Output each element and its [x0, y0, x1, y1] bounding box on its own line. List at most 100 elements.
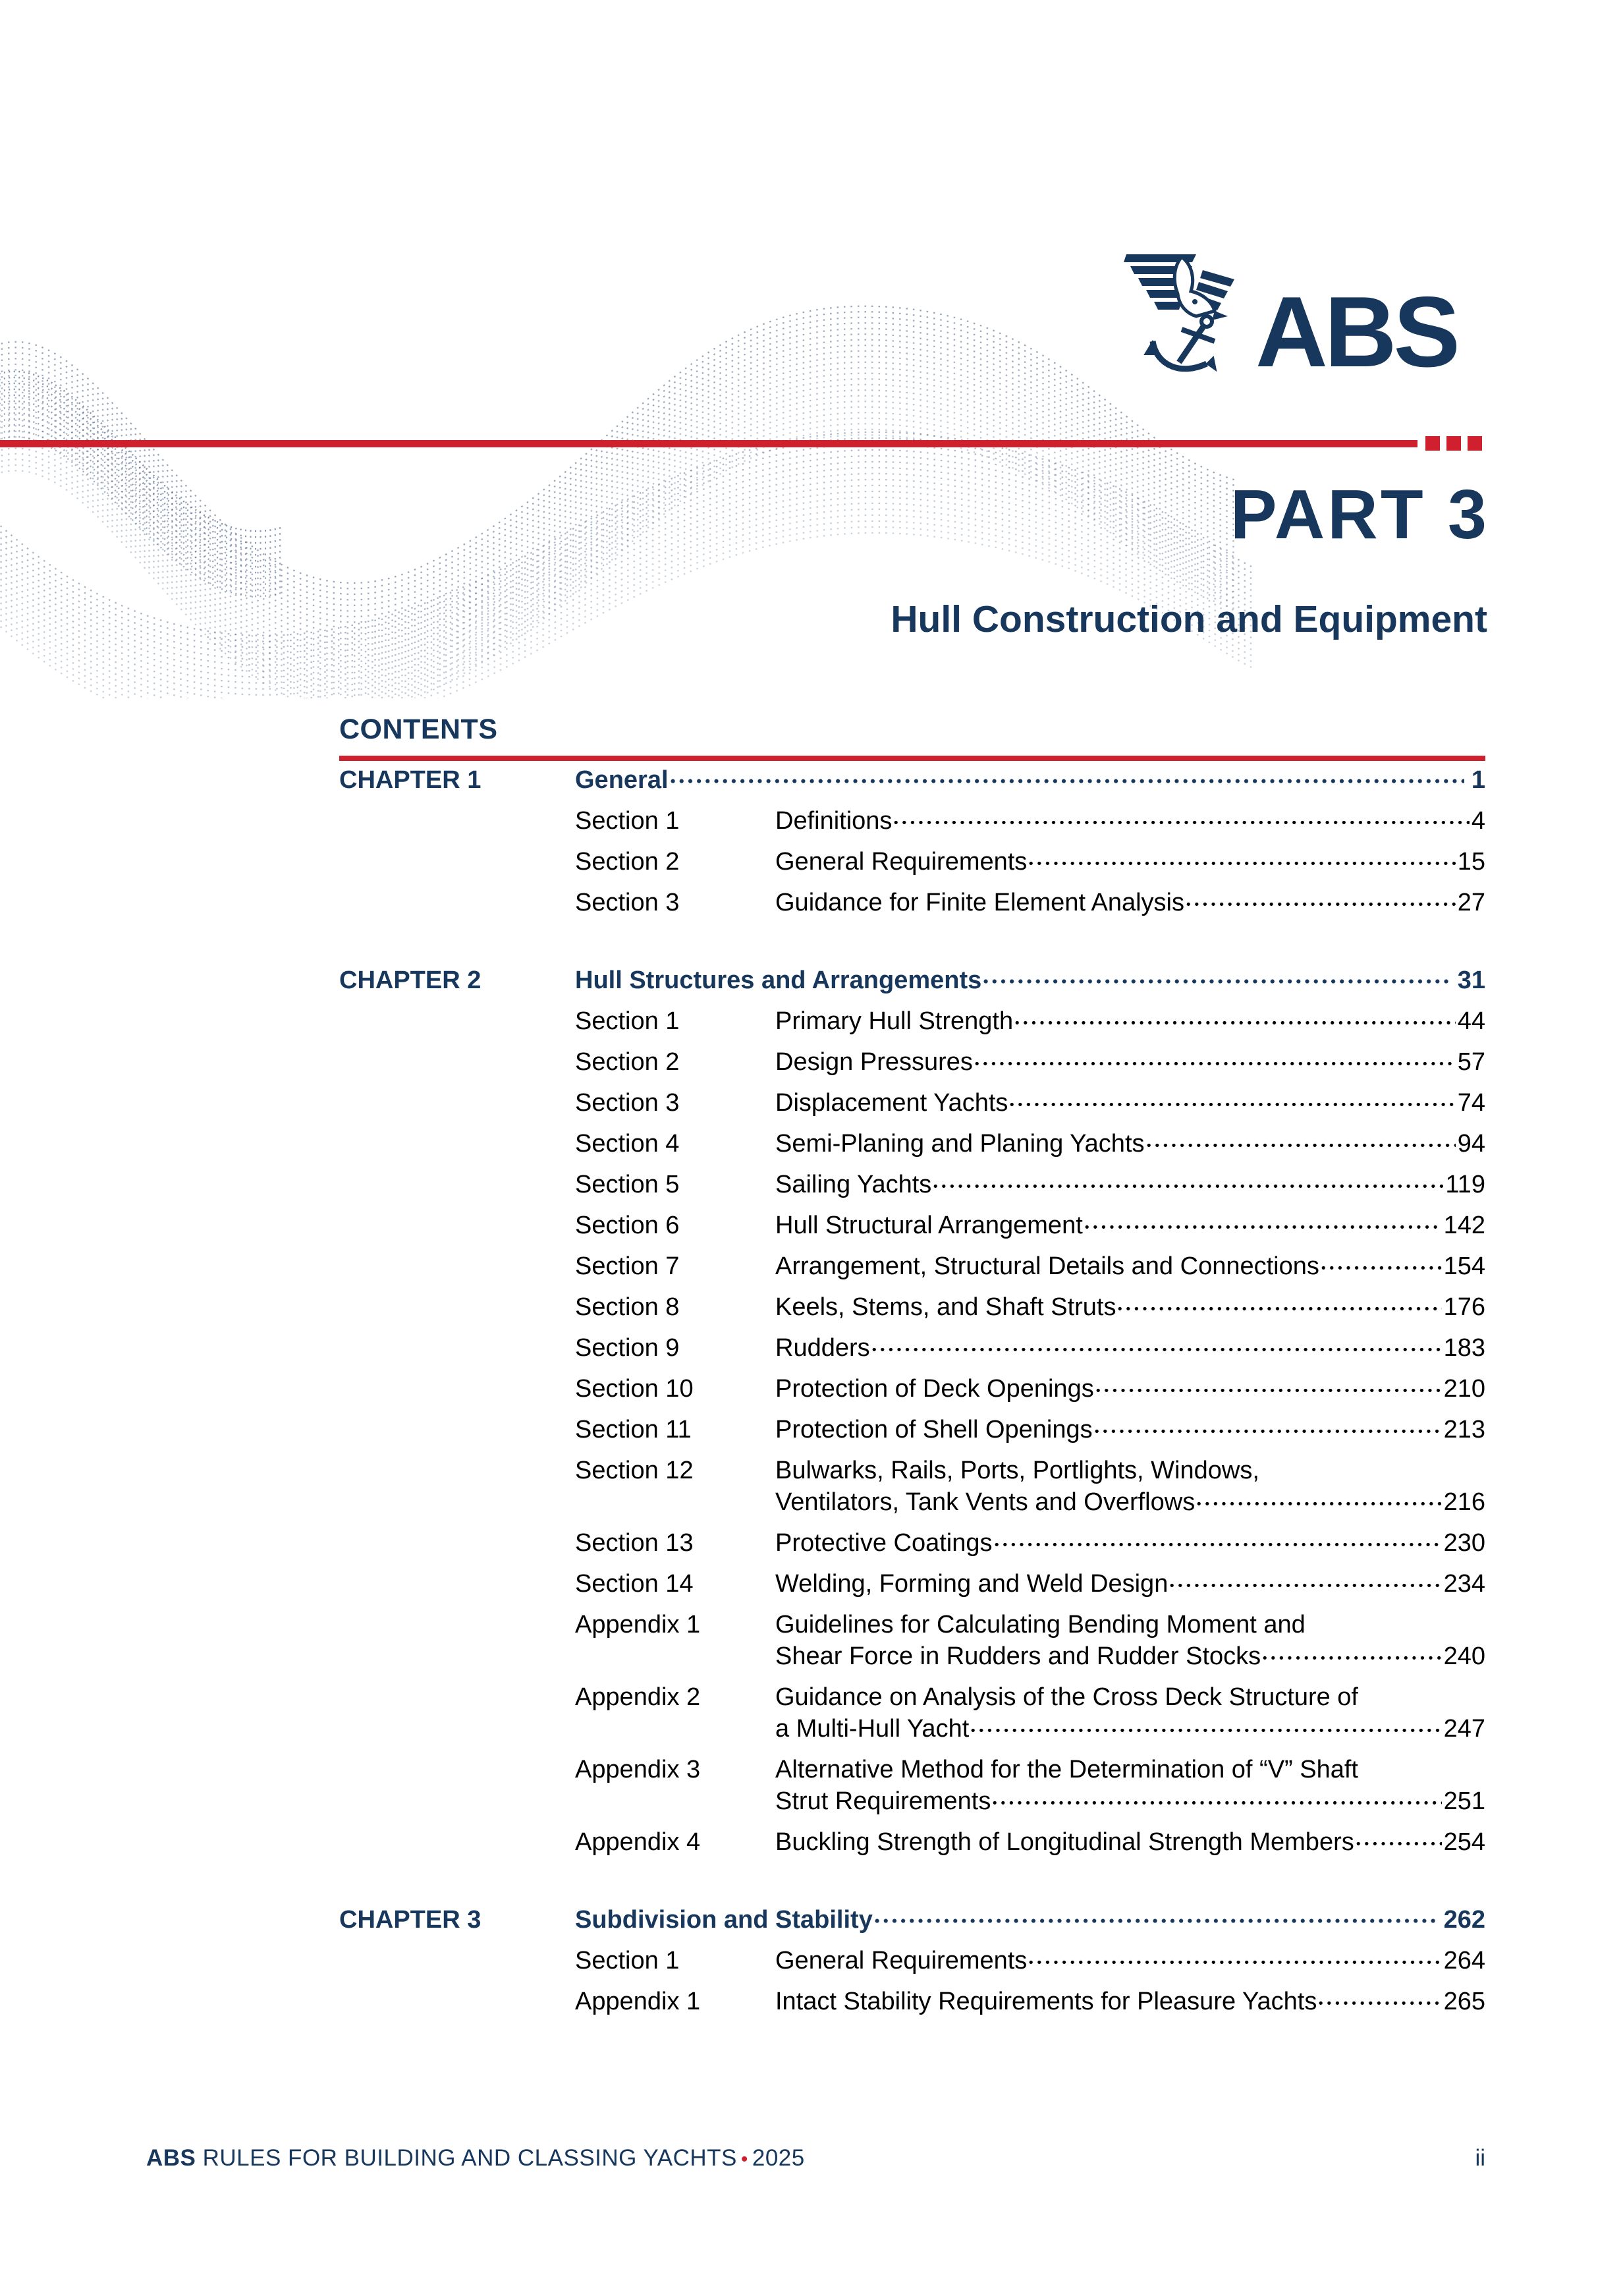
red-rule-dash	[1425, 436, 1440, 451]
section-label: Section 6	[575, 1212, 680, 1239]
toc-section-row[interactable]: Section 1 Primary Hull Strength 44	[575, 1005, 1485, 1037]
section-title-line: General Requirements 264	[775, 1945, 1485, 1976]
toc-section-row[interactable]: Section 9 Rudders 183	[575, 1332, 1485, 1364]
section-title: Guidance for Finite Element Analysis	[775, 889, 1184, 916]
section-title: Rudders	[775, 1334, 870, 1362]
toc-section-row[interactable]: Section 14 Welding, Forming and Weld Desi…	[575, 1568, 1485, 1600]
section-title: Primary Hull Strength	[775, 1007, 1014, 1035]
toc-section-row[interactable]: Section 10 Protection of Deck Openings 210	[575, 1373, 1485, 1405]
toc-section-row[interactable]: Section 11 Protection of Shell Openings 21…	[575, 1414, 1485, 1445]
toc-section-row[interactable]: Appendix 1 Intact Stability Requirements …	[575, 1986, 1485, 2017]
section-title: a Multi-Hull Yacht	[775, 1715, 970, 1743]
toc-section-row[interactable]: Section 12 Bulwarks, Rails, Ports, Portli…	[575, 1455, 1485, 1518]
chapter-page-number: 262	[1443, 1906, 1485, 1934]
section-page-number: 213	[1443, 1416, 1485, 1443]
toc-section-row[interactable]: Appendix 1 Guidelines for Calculating Ben…	[575, 1609, 1485, 1672]
part-title: Hull Construction and Equipment	[891, 598, 1487, 640]
section-page-number: 264	[1443, 1947, 1485, 1974]
section-label: Section 10	[575, 1375, 694, 1403]
section-title-line: Buckling Strength of Longitudinal Streng…	[775, 1826, 1485, 1858]
section-title: Definitions	[775, 807, 893, 835]
toc: CHAPTER 1 General 1 Section 1 Definitions 4 Se…	[339, 764, 1485, 2027]
section-label: Section 11	[575, 1416, 692, 1443]
section-title-cell: Displacement Yachts 74	[775, 1087, 1485, 1119]
toc-section-row[interactable]: Section 1 General Requirements 264	[575, 1945, 1485, 1976]
wave-curve	[0, 361, 1239, 640]
section-title-cell: Buckling Strength of Longitudinal Streng…	[775, 1826, 1485, 1858]
red-rule-dash	[1446, 436, 1461, 451]
section-title: Shear Force in Rudders and Rudder Stocks	[775, 1642, 1261, 1670]
section-page-number: 44	[1457, 1007, 1485, 1035]
chapter-label: CHAPTER 3	[339, 1906, 481, 1934]
toc-section-row[interactable]: Section 5 Sailing Yachts 119	[575, 1169, 1485, 1200]
section-label: Section 2	[575, 1048, 680, 1076]
eagle-beak	[1212, 311, 1228, 320]
toc-section-row[interactable]: Section 4 Semi-Planing and Planing Yachts…	[575, 1128, 1485, 1160]
section-page-number: 154	[1443, 1252, 1485, 1280]
section-title: Protection of Deck Openings	[775, 1375, 1094, 1403]
toc-section-row[interactable]: Section 3 Guidance for Finite Element Ana…	[575, 887, 1485, 918]
wave-curve	[0, 412, 1239, 690]
toc-section-row[interactable]: Section 3 Displacement Yachts 74	[575, 1087, 1485, 1119]
section-label: Section 3	[575, 1089, 680, 1117]
toc-section-row[interactable]: Section 2 General Requirements 15	[575, 846, 1485, 878]
toc-chapter-row[interactable]: CHAPTER 1 General 1	[339, 764, 1485, 796]
toc-section-row[interactable]: Section 13 Protective Coatings 230	[575, 1527, 1485, 1559]
toc-section-row[interactable]: Section 7 Arrangement, Structural Details…	[575, 1250, 1485, 1282]
wave-curve	[0, 484, 1252, 690]
section-page-number: 119	[1445, 1171, 1485, 1198]
part-label: PART 3	[1230, 476, 1489, 553]
wave-curve	[0, 406, 1239, 685]
section-label: Section 8	[575, 1293, 680, 1321]
section-title-cell: Protective Coatings 230	[775, 1527, 1485, 1559]
section-title-cell: Design Pressures 57	[775, 1046, 1485, 1078]
wave-curve	[0, 417, 1239, 696]
section-title-line: Definitions 4	[775, 805, 1485, 837]
section-title: Displacement Yachts	[775, 1089, 1008, 1117]
wave-curve	[0, 311, 1239, 590]
section-title-cell: Rudders 183	[775, 1332, 1485, 1364]
abs-logo-wordmark: ABS	[1255, 276, 1460, 388]
wave-curve	[0, 423, 1239, 702]
toc-section-row[interactable]: Appendix 3 Alternative Method for the Det…	[575, 1754, 1485, 1817]
toc-chapter-row[interactable]: CHAPTER 2 Hull Structures and Arrangement…	[339, 965, 1485, 996]
contents-red-rule	[339, 756, 1485, 761]
wave-curve	[0, 356, 1239, 634]
toc-section-row[interactable]: Section 8 Keels, Stems, and Shaft Struts 1…	[575, 1291, 1485, 1323]
section-title-line: Arrangement, Structural Details and Conn…	[775, 1250, 1485, 1282]
section-page-number: 247	[1443, 1715, 1485, 1743]
toc-chapter-row[interactable]: CHAPTER 3 Subdivision and Stability 262	[339, 1904, 1485, 1936]
section-page-number: 230	[1443, 1529, 1485, 1557]
section-title-cell: Hull Structural Arrangement 142	[775, 1210, 1485, 1241]
footer-left-text: ABS RULES FOR BUILDING AND CLASSING YACH…	[146, 2146, 805, 2170]
section-label: Section 5	[575, 1171, 680, 1198]
chapter-title-cell: General 1	[575, 764, 1485, 796]
toc-section-row[interactable]: Appendix 4 Buckling Strength of Longitudi…	[575, 1826, 1485, 1858]
header-red-rule	[0, 440, 1417, 447]
section-title-cell: Intact Stability Requirements for Pleasu…	[775, 1986, 1485, 2017]
section-page-number: 74	[1457, 1089, 1485, 1117]
toc-section-row[interactable]: Section 1 Definitions 4	[575, 805, 1485, 837]
chapter-title-cell: Hull Structures and Arrangements 31	[575, 965, 1485, 996]
wave-curve	[0, 376, 284, 538]
red-rule-dash	[1468, 436, 1482, 451]
section-title-line: Sailing Yachts 119	[775, 1169, 1485, 1200]
section-page-number: 210	[1443, 1375, 1485, 1403]
section-title-line: Keels, Stems, and Shaft Struts 176	[775, 1291, 1485, 1323]
wave-curve	[0, 428, 1239, 708]
section-title-cell: Primary Hull Strength 44	[775, 1005, 1485, 1037]
wave-curve	[0, 316, 1239, 596]
toc-section-row[interactable]: Appendix 2 Guidance on Analysis of the Cr…	[575, 1681, 1485, 1745]
toc-section-row[interactable]: Section 2 Design Pressures 57	[575, 1046, 1485, 1078]
section-label: Section 2	[575, 848, 680, 876]
anchor	[1143, 314, 1217, 372]
section-title: General Requirements	[775, 1947, 1028, 1974]
section-title-line: Primary Hull Strength 44	[775, 1005, 1485, 1037]
section-page-number: 254	[1443, 1828, 1485, 1856]
toc-section-row[interactable]: Section 6 Hull Structural Arrangement 142	[575, 1210, 1485, 1241]
page-footer: ABS RULES FOR BUILDING AND CLASSING YACH…	[146, 2146, 1485, 2170]
wave-curve	[0, 412, 284, 574]
section-page-number: 94	[1457, 1130, 1485, 1158]
section-title-line: Guidance for Finite Element Analysis 27	[775, 887, 1485, 918]
section-title-line: Guidance on Analysis of the Cross Deck S…	[775, 1683, 1358, 1711]
